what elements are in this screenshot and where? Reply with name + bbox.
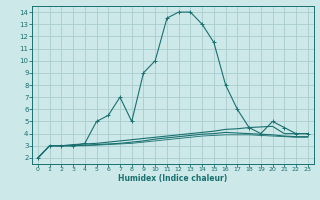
X-axis label: Humidex (Indice chaleur): Humidex (Indice chaleur) [118, 174, 228, 183]
